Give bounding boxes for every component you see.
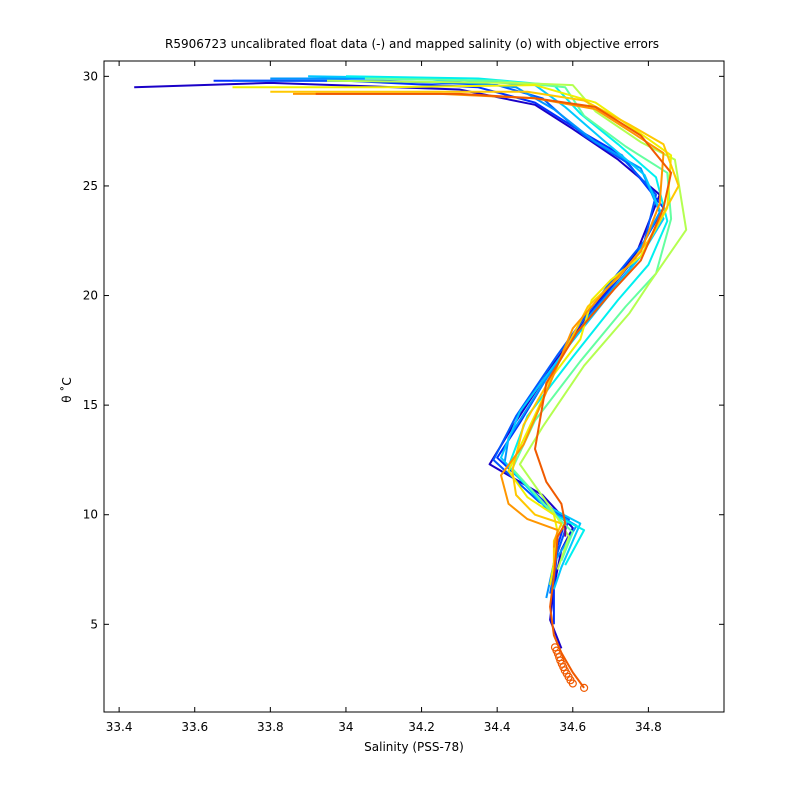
y-tick-label: 5 <box>90 617 98 631</box>
x-tick-label: 34.8 <box>635 720 662 734</box>
series-line-4 <box>270 77 661 599</box>
x-tick-label: 33.4 <box>106 720 133 734</box>
y-tick-label: 15 <box>83 398 98 412</box>
series-line-10 <box>270 90 680 568</box>
x-tick-label: 34.6 <box>559 720 586 734</box>
x-tick-label: 33.6 <box>181 720 208 734</box>
series-line-6 <box>345 75 669 566</box>
series-line-8 <box>326 79 688 570</box>
series-line-3 <box>232 79 657 594</box>
y-axis-ticks: 5 10 15 20 25 30 <box>83 69 724 631</box>
x-tick-label: 34.2 <box>408 720 435 734</box>
x-tick-label: 34 <box>338 720 353 734</box>
series-line-9 <box>232 84 673 586</box>
x-axis-label: Salinity (PSS-78) <box>364 740 464 754</box>
y-tick-label: 25 <box>83 179 98 193</box>
mapped-salinity-markers <box>550 643 589 693</box>
y-tick-label: 20 <box>83 289 98 303</box>
mapped-salinity-point-12 <box>568 679 577 688</box>
y-tick-label: 10 <box>83 508 98 522</box>
x-tick-label: 34.4 <box>484 720 511 734</box>
y-tick-label: 30 <box>83 69 98 83</box>
mapped-salinity-point-13 <box>579 683 589 693</box>
y-axis-label: θ ˚C <box>59 377 74 403</box>
series-line-11 <box>293 92 665 548</box>
series-line-1 <box>134 81 661 649</box>
plot-frame <box>103 60 725 713</box>
series-lines <box>134 75 688 689</box>
series-line-12 <box>315 92 673 689</box>
chart-title: R5906723 uncalibrated float data (-) and… <box>165 37 659 51</box>
x-tick-label: 33.8 <box>257 720 284 734</box>
x-axis-ticks: 33.4 33.6 33.8 34 34.2 34.4 34.6 34.8 <box>106 61 662 734</box>
